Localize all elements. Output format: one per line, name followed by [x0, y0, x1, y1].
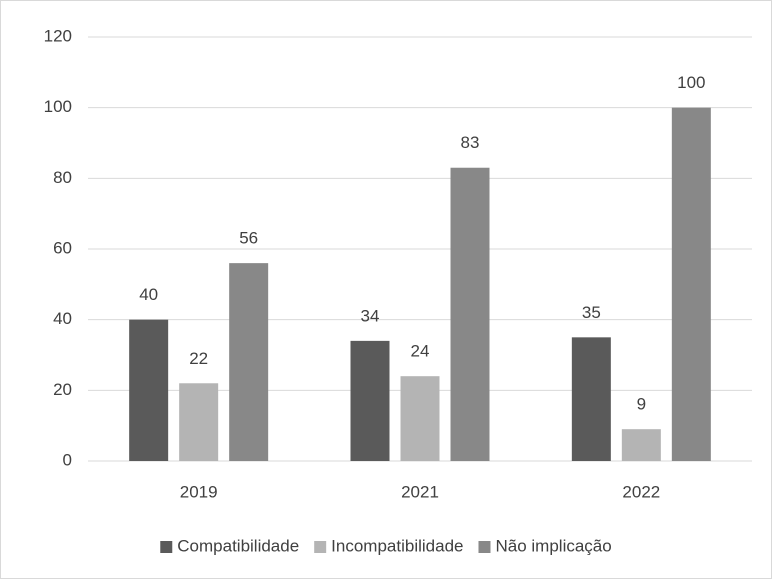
x-tick-label: 2022 [622, 482, 660, 501]
data-label: 9 [637, 395, 646, 414]
y-tick-label: 0 [63, 450, 72, 469]
data-label: 22 [189, 349, 208, 368]
legend-label: Compatibilidade [177, 536, 299, 555]
y-tick-label: 100 [44, 97, 72, 116]
bar [350, 340, 390, 461]
bar [571, 337, 611, 461]
bar [621, 429, 661, 461]
legend-label: Não implicação [495, 536, 611, 555]
y-tick-label: 80 [53, 168, 72, 187]
bar [229, 263, 269, 461]
y-tick-label: 120 [44, 26, 72, 45]
legend-swatch [478, 541, 491, 553]
bar [179, 383, 219, 461]
legend-swatch [314, 541, 327, 553]
data-label: 56 [239, 229, 258, 248]
y-tick-label: 20 [53, 380, 72, 399]
legend-swatch [160, 541, 173, 553]
bar [450, 167, 490, 461]
x-tick-label: 2019 [180, 482, 218, 501]
data-label: 24 [411, 342, 430, 361]
y-tick-label: 40 [53, 309, 72, 328]
x-tick-label: 2021 [401, 482, 439, 501]
data-label: 34 [361, 306, 380, 325]
bar [129, 319, 169, 461]
bar [671, 107, 711, 462]
y-tick-label: 60 [53, 238, 72, 257]
data-label: 100 [677, 73, 705, 92]
legend-label: Incompatibilidade [331, 536, 463, 555]
data-label: 83 [461, 133, 480, 152]
bar [400, 376, 440, 461]
data-label: 35 [582, 303, 601, 322]
data-label: 40 [139, 285, 158, 304]
